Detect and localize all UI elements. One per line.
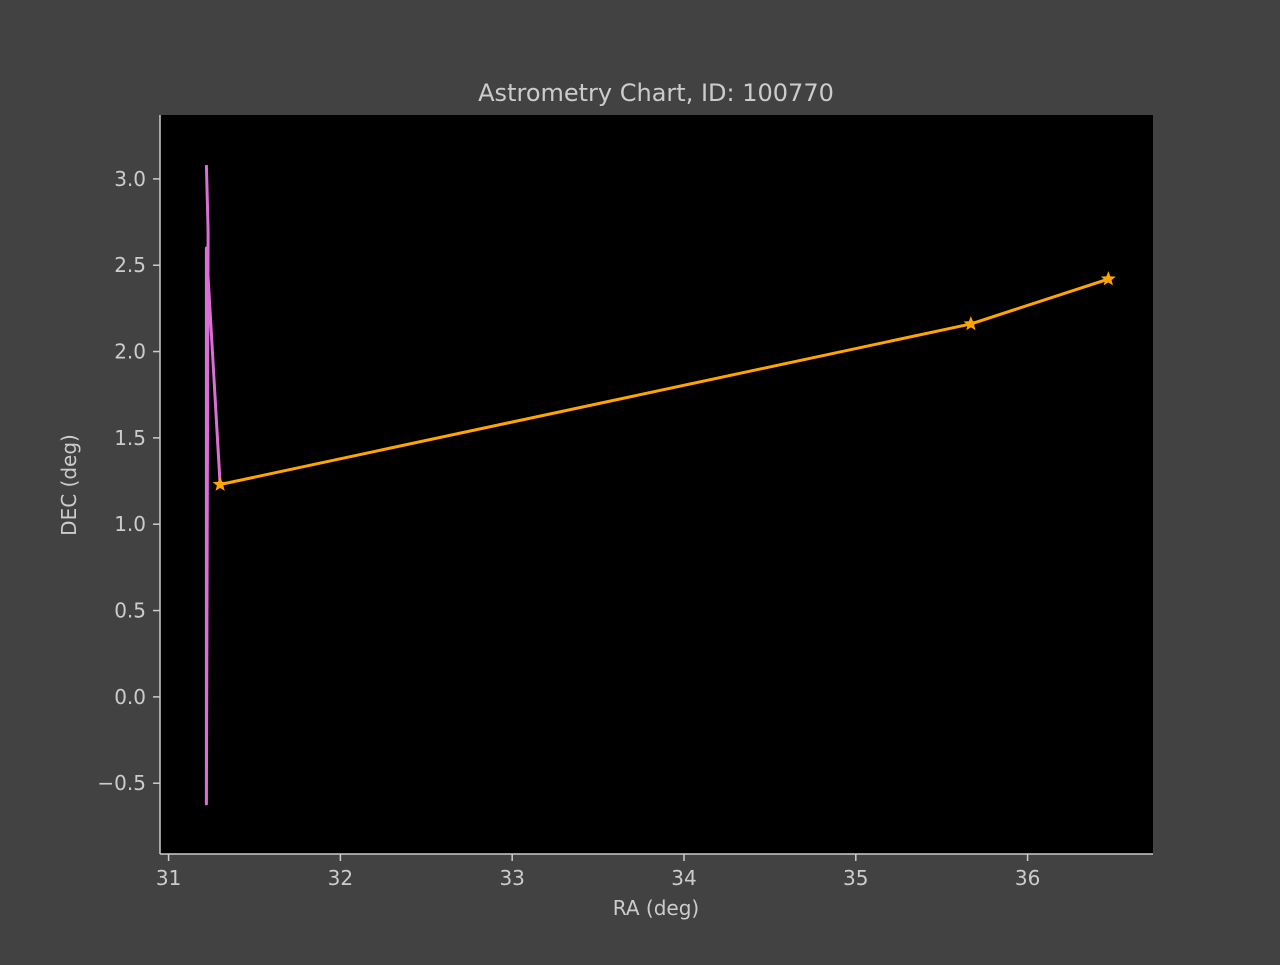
data-point-star [1100, 271, 1116, 286]
chart-title: Astrometry Chart, ID: 100770 [478, 79, 834, 107]
x-tick-label: 36 [1015, 866, 1040, 890]
x-axis-label: RA (deg) [613, 896, 699, 920]
x-axis-ticks: 31 32 33 34 35 36 [156, 854, 1040, 890]
y-tick-label: 3.0 [114, 167, 146, 191]
y-tick-label: 2.5 [114, 253, 146, 277]
y-axis-label: DEC (deg) [57, 434, 81, 536]
x-tick-label: 31 [156, 866, 181, 890]
y-tick-label: 0.0 [114, 685, 146, 709]
data-point-star [963, 316, 979, 331]
x-tick-label: 34 [671, 866, 696, 890]
y-tick-label: 1.5 [114, 426, 146, 450]
x-tick-label: 35 [843, 866, 868, 890]
y-tick-label: 0.5 [114, 599, 146, 623]
y-tick-label: 1.0 [114, 512, 146, 536]
plot-area [160, 115, 1153, 854]
series-line-0 [204, 165, 222, 806]
y-tick-label: 2.0 [114, 340, 146, 364]
y-axis-ticks: −0.5 0.0 0.5 1.0 1.5 2.0 2.5 3.0 [97, 167, 160, 795]
y-tick-label: −0.5 [97, 771, 146, 795]
data-point-star [212, 476, 228, 491]
x-tick-label: 33 [499, 866, 524, 890]
x-tick-label: 32 [328, 866, 353, 890]
series-layer [204, 165, 1116, 806]
